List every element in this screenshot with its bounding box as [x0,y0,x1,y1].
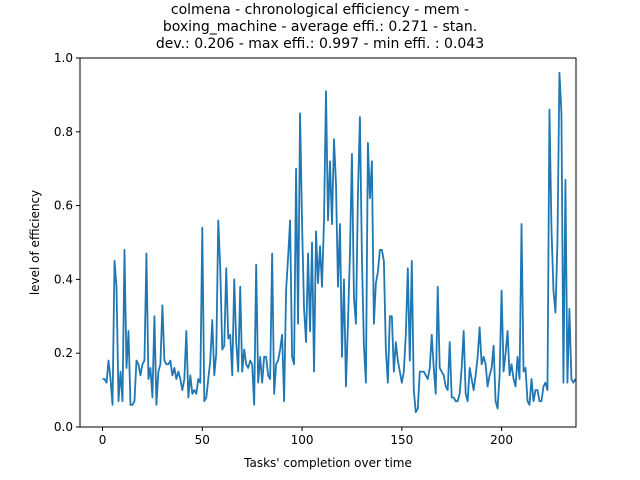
x-tick-label: 0 [99,433,107,447]
chart-title-line-2: boxing_machine - average effi.: 0.271 - … [162,19,478,35]
x-tick-label: 50 [195,433,210,447]
y-axis-label: level of efficiency [28,190,42,295]
x-tick-label: 150 [390,433,413,447]
x-tick-label: 200 [490,433,513,447]
y-tick-label: 0.0 [54,420,73,434]
y-tick-label: 0.4 [54,272,73,286]
y-tick-label: 0.6 [54,199,73,213]
y-tick-label: 0.2 [54,346,73,360]
y-tick-label: 1.0 [54,51,73,65]
plot-frame [79,57,577,428]
y-tick-label: 0.8 [54,125,73,139]
plot-layer [102,71,577,414]
chart-title-line-1: colmena - chronological efficiency - mem… [170,2,470,18]
x-tick-label: 100 [291,433,314,447]
chart-title-line-3: dev.: 0.206 - max effi.: 0.997 - min eff… [155,36,485,52]
tick-layer: 0 50 100 150 200 0.0 0.2 0.4 0.6 0.8 1.0 [54,51,513,447]
series-line-0 [102,71,577,414]
x-axis-label: Tasks' completion over time [243,456,412,470]
